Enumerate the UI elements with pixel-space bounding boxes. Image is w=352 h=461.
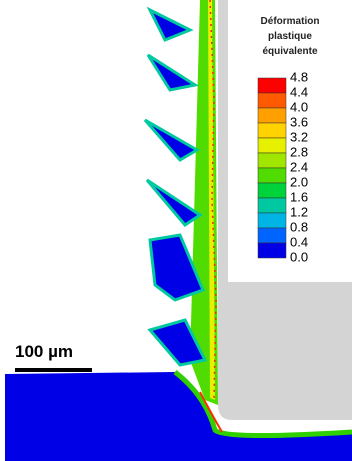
legend-label: 2.8 bbox=[290, 144, 308, 159]
legend-swatch bbox=[257, 167, 287, 184]
legend-label: 4.0 bbox=[290, 99, 308, 114]
shear-zone bbox=[173, 370, 352, 439]
legend-swatch bbox=[257, 197, 287, 214]
hot-zone bbox=[199, 391, 223, 433]
legend-swatch bbox=[257, 242, 287, 259]
legend-label: 3.2 bbox=[290, 129, 308, 144]
scale-bar-label: 100 µm bbox=[15, 342, 73, 361]
legend-swatch bbox=[257, 107, 287, 124]
chip bbox=[143, 0, 218, 405]
legend-title: équivalente bbox=[262, 46, 317, 57]
legend-label: 0.4 bbox=[290, 234, 308, 249]
legend-swatch bbox=[257, 137, 287, 154]
legend-swatch bbox=[257, 92, 287, 109]
legend-label: 0.0 bbox=[290, 249, 308, 264]
legend-label: 2.4 bbox=[290, 159, 308, 174]
legend-label: 4.4 bbox=[290, 84, 308, 99]
legend-swatch bbox=[257, 212, 287, 229]
legend-label: 0.8 bbox=[290, 219, 308, 234]
legend-label: 3.6 bbox=[290, 114, 308, 129]
legend-box bbox=[228, 0, 352, 282]
legend-swatch bbox=[257, 227, 287, 244]
legend-label: 1.6 bbox=[290, 189, 308, 204]
legend-swatch bbox=[257, 182, 287, 199]
legend-label: 2.0 bbox=[290, 174, 308, 189]
legend-swatch bbox=[257, 152, 287, 169]
legend-title: Déformation bbox=[261, 16, 320, 27]
legend-swatch bbox=[257, 122, 287, 139]
legend-swatch bbox=[257, 77, 287, 94]
workpiece bbox=[5, 372, 352, 461]
legend-label: 1.2 bbox=[290, 204, 308, 219]
legend-label: 4.8 bbox=[290, 69, 308, 84]
legend-title: plastique bbox=[268, 31, 312, 42]
